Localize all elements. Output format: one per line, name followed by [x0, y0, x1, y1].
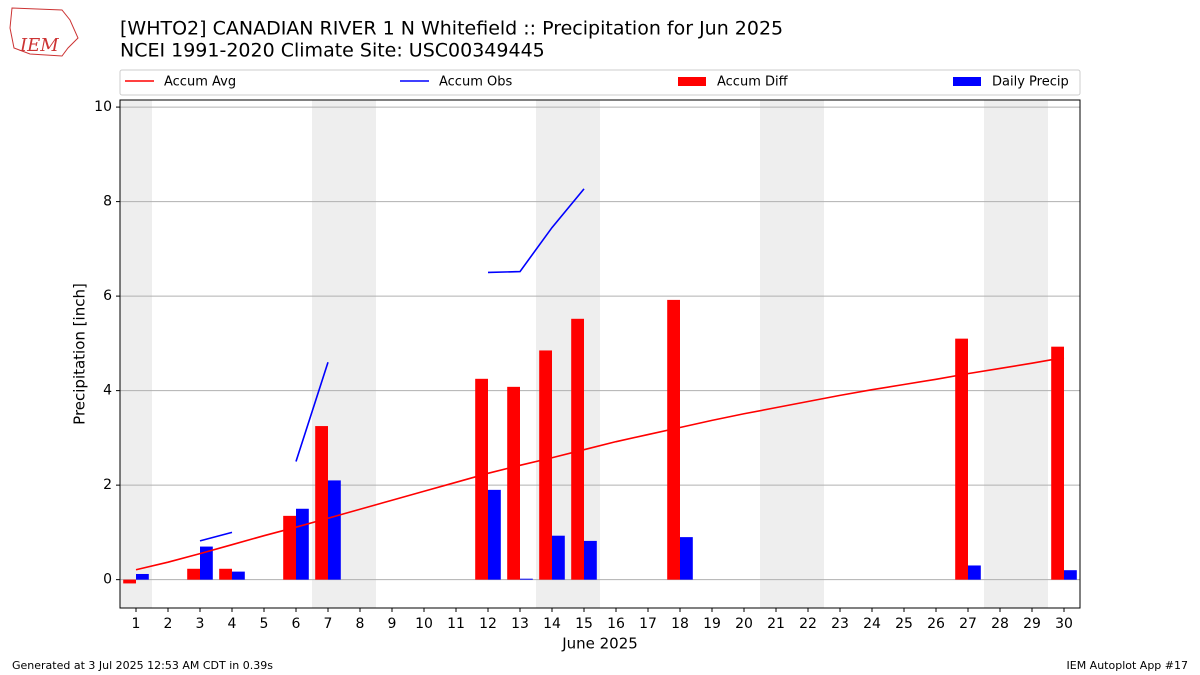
bar	[136, 573, 149, 580]
weekend-band	[760, 100, 824, 608]
bar	[187, 568, 200, 580]
x-tick-label: 19	[703, 616, 721, 632]
bar	[680, 537, 693, 580]
footer-right: IEM Autoplot App #17	[1067, 659, 1189, 672]
x-tick-label: 6	[292, 616, 301, 632]
x-tick-label: 30	[1055, 616, 1073, 632]
chart-title: [WHTO2] CANADIAN RIVER 1 N Whitefield ::…	[120, 18, 783, 40]
bar	[328, 480, 341, 580]
bar	[552, 535, 565, 580]
x-axis-label: June 2025	[561, 635, 638, 653]
legend-label: Accum Avg	[164, 75, 236, 90]
weekend-band	[120, 100, 152, 608]
bar	[507, 386, 520, 580]
bar	[232, 571, 245, 580]
legend-swatch	[678, 77, 706, 86]
x-tick-label: 24	[863, 616, 881, 632]
legend	[119, 69, 1081, 96]
y-tick-label: 4	[103, 383, 112, 399]
x-tick-label: 12	[479, 616, 497, 632]
x-tick-label: 16	[607, 616, 625, 632]
y-tick-label: 2	[103, 477, 112, 493]
x-tick-label: 26	[927, 616, 945, 632]
y-tick-label: 10	[94, 99, 112, 115]
x-tick-label: 10	[415, 616, 433, 632]
bar	[123, 579, 136, 584]
x-tick-label: 2	[164, 616, 173, 632]
legend-swatch	[953, 77, 981, 86]
legend-label: Accum Diff	[717, 75, 789, 90]
bar	[539, 350, 552, 580]
x-tick-label: 15	[575, 616, 593, 632]
bar	[955, 338, 968, 580]
chart-subtitle: NCEI 1991-2020 Climate Site: USC00349445	[120, 40, 545, 62]
bar	[296, 508, 309, 580]
x-tick-label: 21	[767, 616, 785, 632]
x-tick-label: 20	[735, 616, 753, 632]
bar	[520, 578, 533, 580]
x-tick-label: 8	[356, 616, 365, 632]
x-tick-label: 22	[799, 616, 817, 632]
bar	[571, 318, 584, 580]
x-tick-label: 25	[895, 616, 913, 632]
x-tick-label: 29	[1023, 616, 1041, 632]
x-tick-label: 13	[511, 616, 529, 632]
x-tick-label: 11	[447, 616, 465, 632]
x-tick-label: 9	[388, 616, 397, 632]
x-tick-label: 28	[991, 616, 1009, 632]
x-tick-label: 17	[639, 616, 657, 632]
y-tick-label: 8	[103, 194, 112, 210]
bar	[1051, 346, 1064, 580]
x-tick-label: 1	[132, 616, 141, 632]
bar	[1064, 570, 1077, 580]
logo: IEM	[9, 7, 79, 57]
x-tick-label: 4	[228, 616, 237, 632]
x-tick-label: 23	[831, 616, 849, 632]
x-tick-label: 7	[324, 616, 333, 632]
bar	[219, 568, 232, 580]
plot-frame	[119, 99, 1081, 609]
bar	[475, 378, 488, 580]
bar	[283, 515, 296, 580]
weekend-band	[984, 100, 1048, 608]
bar	[968, 565, 981, 580]
footer-left: Generated at 3 Jul 2025 12:53 AM CDT in …	[12, 659, 273, 672]
line	[135, 356, 1065, 571]
y-axis-label: Precipitation [inch]	[71, 283, 89, 425]
x-tick-label: 27	[959, 616, 977, 632]
line	[199, 188, 585, 542]
bar	[488, 489, 501, 580]
y-tick-label: 6	[103, 288, 112, 304]
bar	[200, 546, 213, 580]
x-tick-label: 3	[196, 616, 205, 632]
legend-label: Accum Obs	[439, 75, 512, 90]
bar	[667, 299, 680, 580]
bar	[315, 426, 328, 580]
x-tick-label: 18	[671, 616, 689, 632]
legend-label: Daily Precip	[992, 75, 1069, 90]
x-tick-label: 14	[543, 616, 561, 632]
bar	[584, 540, 597, 580]
logo-text: IEM	[19, 35, 59, 56]
x-tick-label: 5	[260, 616, 269, 632]
y-tick-label: 0	[103, 572, 112, 588]
